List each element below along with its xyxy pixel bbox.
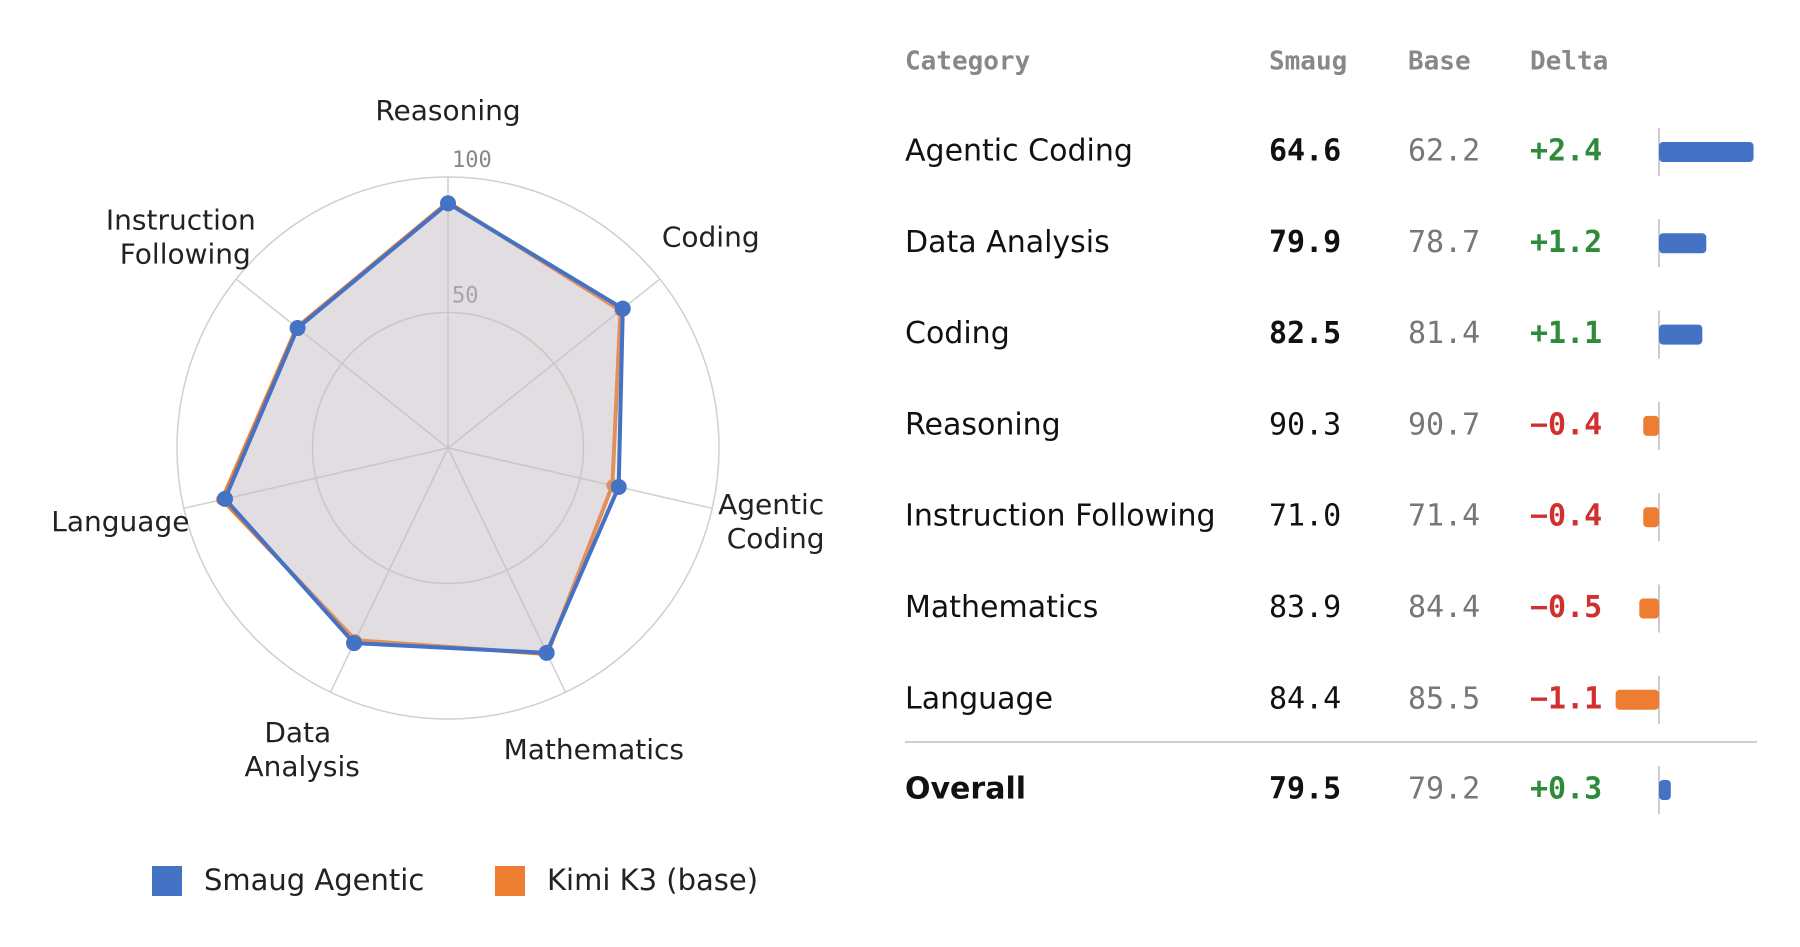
r-tick-label: 100 (452, 148, 492, 173)
row-base: 90.7 (1408, 407, 1480, 442)
row-delta: +2.4 (1530, 134, 1602, 169)
axis-label: Agentic Coding (718, 488, 833, 555)
row-category: Agentic Coding (905, 134, 1133, 169)
row-base: 79.2 (1408, 772, 1480, 807)
legend-label: Kimi K3 (base) (547, 863, 758, 897)
axis-label: Data Analysis (245, 716, 360, 783)
row-base: 71.4 (1408, 499, 1480, 534)
column-header: Delta (1530, 47, 1608, 77)
series-point (614, 300, 631, 317)
axis-label: Coding (662, 220, 760, 253)
delta-bar (1643, 507, 1659, 528)
column-header: Base (1408, 47, 1471, 77)
series-point (289, 320, 306, 337)
row-delta: −0.4 (1530, 407, 1602, 442)
legend-swatch (152, 866, 182, 896)
series-point (538, 644, 555, 661)
axis-label: Mathematics (504, 733, 684, 766)
delta-bar (1659, 324, 1703, 345)
row-smaug: 84.4 (1269, 681, 1341, 716)
spoke (447, 447, 713, 510)
row-delta: −0.5 (1530, 590, 1602, 625)
delta-bar (1643, 415, 1659, 436)
row-category: Instruction Following (905, 499, 1216, 534)
series-point (346, 635, 363, 652)
row-delta: −1.1 (1530, 681, 1602, 716)
delta-bar (1615, 689, 1659, 710)
row-category: Mathematics (905, 590, 1098, 625)
column-header: Smaug (1269, 47, 1347, 77)
row-smaug: 82.5 (1269, 316, 1341, 351)
series-point (610, 478, 627, 495)
spoke (235, 278, 449, 449)
row-delta: +0.3 (1530, 772, 1602, 807)
legend-label: Smaug Agentic (204, 863, 424, 897)
row-smaug: 90.3 (1269, 407, 1341, 442)
axis-label: Reasoning (375, 94, 520, 127)
row-smaug: 64.6 (1269, 134, 1341, 169)
row-smaug: 71.0 (1269, 499, 1341, 534)
axis-label: Language (51, 505, 189, 538)
row-delta: +1.2 (1530, 225, 1602, 260)
axis-label: Instruction Following (106, 203, 265, 270)
row-category: Data Analysis (905, 225, 1110, 260)
row-category: Language (905, 681, 1053, 716)
delta-bar (1659, 142, 1754, 162)
row-category: Overall (905, 772, 1026, 807)
series-area (223, 201, 625, 655)
legend-swatch (495, 866, 525, 896)
row-delta: +1.1 (1530, 316, 1602, 351)
row-base: 62.2 (1408, 134, 1480, 169)
row-smaug: 79.9 (1269, 225, 1341, 260)
row-delta: −0.4 (1530, 499, 1602, 534)
row-category: Coding (905, 316, 1010, 351)
row-base: 78.7 (1408, 225, 1480, 260)
row-base: 84.4 (1408, 590, 1480, 625)
row-base: 85.5 (1408, 681, 1480, 716)
row-base: 81.4 (1408, 316, 1480, 351)
row-smaug: 79.5 (1269, 772, 1341, 807)
delta-bar (1639, 598, 1659, 619)
column-header: Category (905, 47, 1030, 77)
r-tick-label: 50 (452, 284, 479, 309)
spoke (329, 447, 449, 693)
series-point (440, 195, 456, 212)
delta-bar (1659, 233, 1707, 254)
row-category: Reasoning (905, 407, 1061, 442)
series-point (217, 490, 234, 507)
delta-bar (1659, 780, 1671, 800)
row-smaug: 83.9 (1269, 590, 1341, 625)
